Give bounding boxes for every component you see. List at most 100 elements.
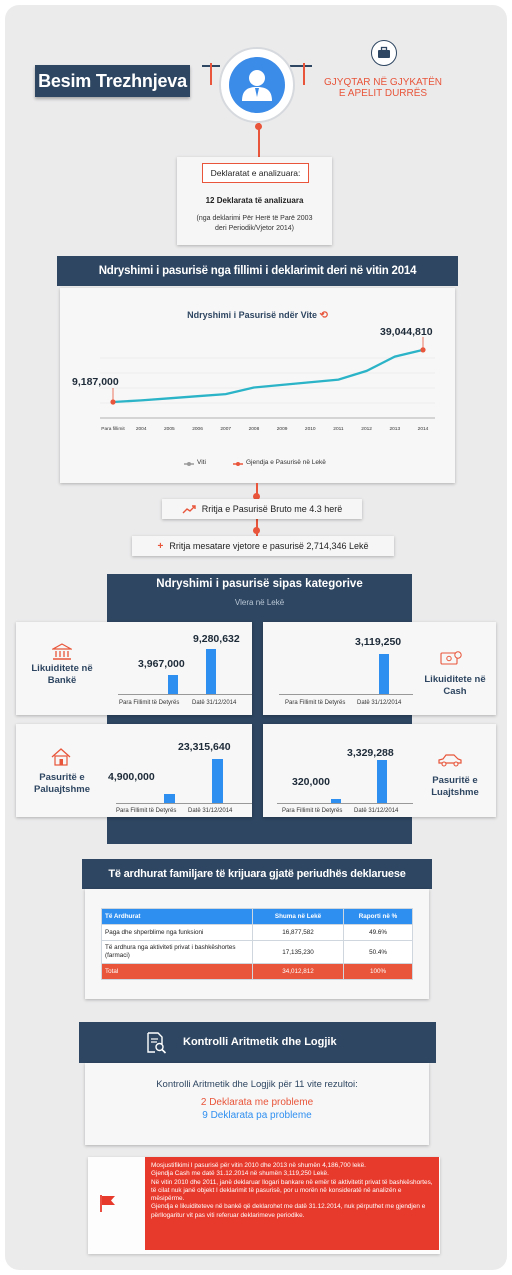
growth-text: Rritja e Pasurisë Bruto me 4.3 herë [201,504,343,514]
note-text: Mosjustifikimi I pasurisë për vitin 2010… [151,1162,366,1169]
x-tick-label: Para fillimit [101,426,125,432]
income-table: Të Ardhurat Shuma në Lekë Raporti në % P… [101,908,413,980]
declarations-card: Deklaratat e analizuara: 12 Deklarata të… [177,157,332,245]
x-tick-label: 2012 [361,426,372,432]
x-axis [118,694,252,695]
income-amount: 17,135,230 [252,940,344,964]
person-icon [242,70,272,101]
person-name: Besim Trezhnjeva [38,70,187,91]
movable-bar-chart: 320,000 3,329,288 Para Fillimit të Detyr… [277,724,413,817]
movable-title: Pasuritë e Luajtshme [431,775,479,798]
immovable-before-value: 4,900,000 [108,771,155,783]
person-name-box: Besim Trezhnjeva [35,65,190,97]
wealth-start-value: 9,187,000 [72,376,119,388]
income-label: Të ardhura nga aktiviteti privat i bashk… [101,940,253,964]
declarations-label: Deklaratat e analizuara: [202,163,309,183]
house-icon [51,748,71,766]
x-axis [279,694,413,695]
x-label-after: Datë 31/12/2014 [192,700,237,706]
bank-after-value: 9,280,632 [193,633,240,645]
wealth-line-chart: Para fillimit 2004 2005 2006 2007 2008 2009 201… [100,336,435,466]
x-label-before: Para Fillimit të Detyrës [282,808,343,814]
x-tick-label: 2011 [333,426,344,432]
declarations-count: 12 Deklarata të analizuara [205,196,304,205]
series-line [112,348,424,404]
note-text: Gjendja e likuiditeteve në bankë që dekl… [151,1203,426,1219]
control-with-problems: 2 Deklarata me probleme [200,1097,314,1108]
connector-line [303,63,305,85]
control-without-problems: 9 Deklarata pa probleme [202,1110,312,1121]
income-table-header: Të Ardhurat Shuma në Lekë Raporti në % [101,908,413,925]
column-header: Të Ardhurat [101,908,253,925]
movable-before-value: 320,000 [292,776,330,788]
connector-line [210,63,212,85]
control-card: Kontrolli Aritmetik dhe Logjik për 11 vi… [85,1063,429,1145]
x-tick-label: 2010 [305,426,316,432]
income-ratio: 50.4% [343,940,413,964]
total-row: Total 34,012,812 100% [101,963,413,980]
notes-box: Mosjustifikimi I pasurisë për vitin 2010… [145,1157,439,1250]
bank-bar-chart: 3,967,000 9,280,632 Para Fillimit të Det… [118,622,252,715]
bank-icon [52,643,72,660]
total-label: Total [101,963,253,980]
role-text: GJYQTAR NË GJYKATËN E APELIT DURRËS [324,77,442,99]
growth-box: Rritja e Pasurisë Bruto me 4.3 herë [162,499,362,519]
movable-after-value: 3,329,288 [347,747,394,759]
data-point-end [420,347,426,353]
column-header: Shuma në Lekë [252,908,344,925]
flag-icon [100,1195,115,1212]
categories-subheading: Vlera në Lekë [234,598,285,607]
legend-series-marker [236,462,240,466]
bank-bar-after [206,649,216,694]
total-ratio: 100% [343,963,413,980]
note-text: Në vitin 2010 dhe 2011, janë deklaruar l… [151,1178,433,1203]
infographic-frame: Besim Trezhnjeva GJYQTAR NË GJYKATËN E A… [5,5,507,1270]
note-text: Gjendja Cash me datë 31.12.2014 në shumë… [151,1170,329,1178]
x-label-after: Datë 31/12/2014 [357,700,402,706]
plus-icon: + [157,540,164,552]
wealth-chart-title: Ndryshimi i Pasurisë ndër Vite [187,310,317,320]
legend-x-marker [187,462,191,466]
x-tick-label: 2013 [389,426,400,432]
wealth-change-header: Ndryshimi i pasurisë nga fillimi i dekla… [57,256,458,286]
x-label-after: Datë 31/12/2014 [188,808,233,814]
control-header: Kontrolli Aritmetik dhe Logjik [79,1022,436,1063]
x-tick-label: 2006 [192,426,203,432]
immovable-after-value: 23,315,640 [178,741,231,753]
cash-icon [440,651,462,665]
refresh-icon: ⟲ [319,310,328,321]
connector-dot [253,527,260,534]
x-axis [116,803,252,804]
legend-x-label: Viti [197,459,206,466]
legend-series-label: Gjendja e Pasurisë në Lekë [246,459,326,466]
immovable-bar-chart: 4,900,000 23,315,640 Para Fillimit të De… [108,724,252,817]
income-card: Të Ardhurat Shuma në Lekë Raporti në % P… [85,889,429,999]
immovable-bar-before [164,793,175,803]
cash-bar-after [379,654,389,694]
x-tick-label: 2007 [220,426,231,432]
avg-growth-text: Rritja mesatare vjetore e pasurisë 2,714… [169,541,369,551]
bank-bar-before [168,674,178,694]
income-amount: 16,877,582 [252,924,344,941]
avatar [229,57,285,113]
cash-after-value: 3,119,250 [355,636,402,648]
immovable-title: Pasuritë e Paluajtshme [34,772,90,795]
income-header: Të ardhurat familjare të krijuara gjatë … [82,859,432,889]
declarations-note: (nga deklarimi Për Herë të Parë 2003 der… [196,215,313,232]
bank-before-value: 3,967,000 [138,658,185,670]
bank-title: Likuiditete në Bankë [31,663,93,686]
column-header: Raporti në % [343,908,413,925]
movable-bar-after [377,760,387,803]
connector-dot [253,493,260,500]
wealth-change-heading: Ndryshimi i pasurisë nga fillimi i dekla… [98,265,417,277]
x-label-before: Para Fillimit të Detyrës [285,700,346,706]
connector-dot [255,123,262,130]
x-label-before: Para Fillimit të Detyrës [116,808,177,814]
table-row: Të ardhura nga aktiviteti privat i bashk… [101,940,413,964]
categories-heading: Ndryshimi i pasurisë sipas kategorive [156,578,363,590]
income-ratio: 49.6% [343,924,413,941]
trend-up-icon [182,504,196,513]
total-amount: 34,012,812 [252,963,344,980]
movable-card: 320,000 3,329,288 Para Fillimit të Detyr… [263,724,496,817]
immovable-bar-after [212,759,223,803]
